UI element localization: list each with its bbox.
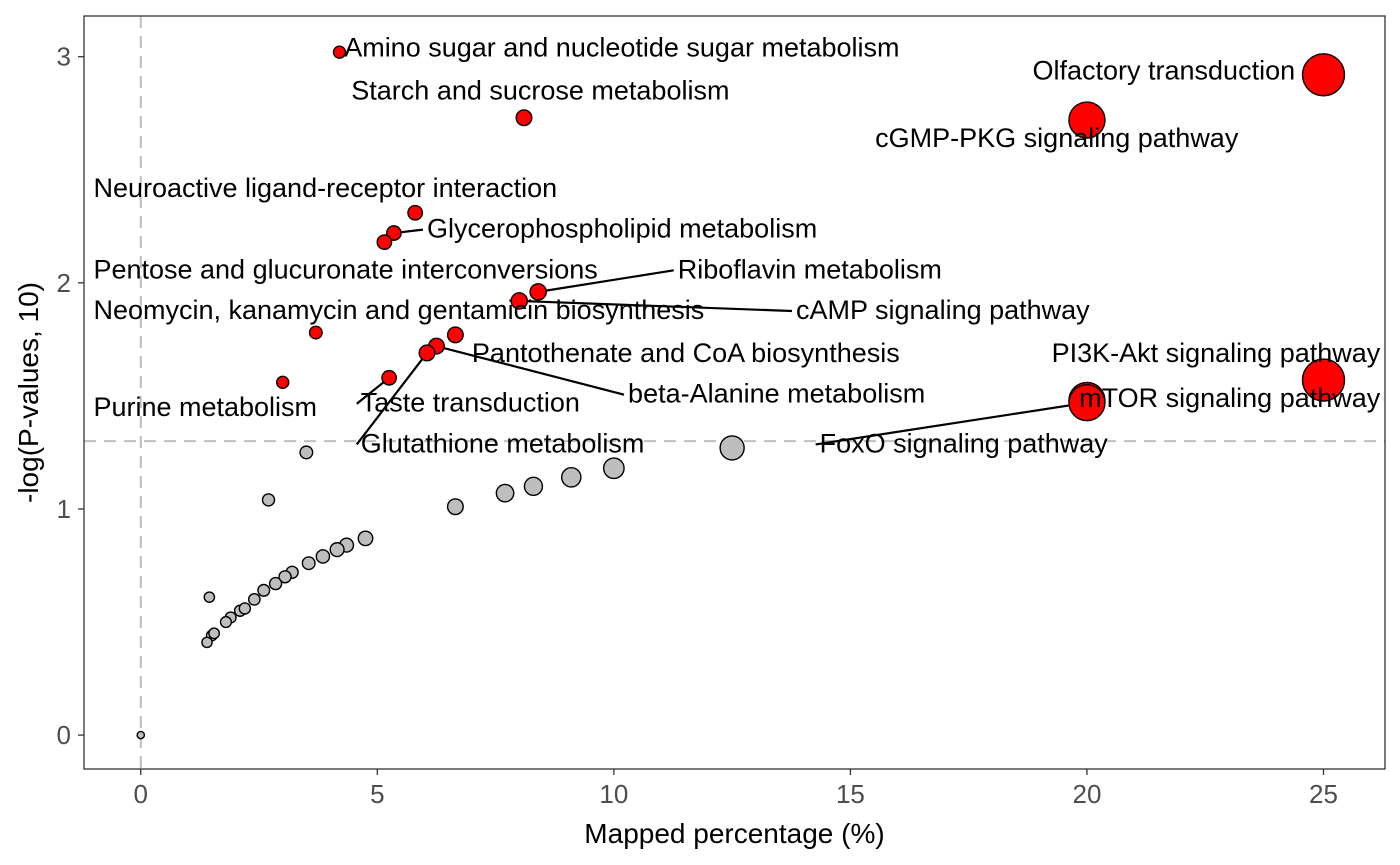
pathway-label: Taste transduction — [361, 388, 580, 418]
pathway-label: Pentose and glucuronate interconversions — [93, 254, 597, 284]
label-connector-line — [436, 345, 625, 396]
pathway-label: PI3K-Akt signaling pathway — [1052, 338, 1381, 368]
y-tick-label: 2 — [57, 268, 71, 298]
significant-point — [332, 45, 347, 59]
significant-point — [381, 369, 398, 386]
nonsignificant-point — [203, 591, 216, 603]
y-axis-title: -log(P-values, 10) — [13, 282, 44, 503]
nonsignificant-point — [495, 483, 515, 503]
nonsignificant-point — [238, 602, 252, 615]
plot-panel-border — [83, 15, 1386, 770]
label-connector-line — [355, 352, 428, 446]
pathway-label: Olfactory transduction — [1032, 55, 1295, 85]
nonsignificant-point — [719, 435, 745, 461]
nonsignificant-point — [299, 445, 314, 460]
pathway-label: Amino sugar and nucleotide sugar metabol… — [344, 33, 899, 63]
pathway-label: Glycerophospholipid metabolism — [427, 214, 817, 244]
significant-point — [1068, 383, 1106, 422]
significant-point — [446, 326, 464, 344]
pathway-label: Riboflavin metabolism — [678, 254, 942, 284]
nonsignificant-point — [261, 493, 276, 507]
x-tick-label: 0 — [134, 779, 148, 809]
nonsignificant-point — [602, 457, 625, 480]
pathway-label: Neomycin, kanamycin and gentamicin biosy… — [93, 295, 704, 325]
x-tick-label: 10 — [599, 779, 628, 809]
y-tick-label: 0 — [57, 720, 71, 750]
significant-point — [418, 344, 436, 362]
label-connectors — [355, 228, 1088, 446]
y-axis: 0 1 2 3 — [57, 42, 84, 750]
pathway-label: beta-Alanine metabolism — [628, 379, 925, 409]
nonsignificant-point — [257, 583, 271, 597]
x-tick-label: 15 — [836, 779, 865, 809]
x-tick-label: 25 — [1309, 779, 1338, 809]
nonsignificant-point — [278, 570, 292, 584]
nonsignificant-point — [329, 542, 345, 558]
pathway-label: FoxO signaling pathway — [820, 428, 1109, 458]
nonsignificant-point — [560, 466, 582, 488]
x-axis: 0 5 10 15 20 25 — [134, 769, 1338, 809]
data-points — [136, 45, 1346, 740]
x-tick-label: 5 — [370, 779, 384, 809]
y-tick-label: 1 — [57, 494, 71, 524]
label-connector-line — [537, 269, 674, 293]
nonsignificant-point — [446, 498, 464, 516]
pathway-label: Purine metabolism — [93, 392, 317, 422]
label-connector-line — [815, 401, 1088, 446]
x-tick-label: 20 — [1072, 779, 1101, 809]
nonsignificant-point — [268, 576, 283, 591]
significant-point — [529, 283, 547, 301]
pathway-label: Starch and sucrose metabolism — [351, 76, 729, 106]
nonsignificant-point — [219, 615, 233, 629]
pathway-label: cGMP-PKG signaling pathway — [875, 123, 1239, 153]
nonsignificant-point — [301, 556, 316, 571]
nonsignificant-point — [315, 549, 331, 564]
significant-point — [510, 292, 529, 310]
nonsignificant-point — [247, 593, 261, 606]
pathway-label: mTOR signaling pathway — [1079, 383, 1381, 413]
significant-point — [376, 234, 393, 251]
pathway-label: Neuroactive ligand-receptor interaction — [93, 173, 557, 203]
nonsignificant-point — [201, 636, 213, 649]
significant-point — [1301, 53, 1346, 97]
significant-point — [308, 325, 323, 340]
nonsignificant-point — [357, 530, 374, 547]
pathway-label: Pantothenate and CoA biosynthesis — [472, 338, 900, 368]
pathway-label: cAMP signaling pathway — [796, 295, 1090, 325]
significant-point — [275, 375, 290, 390]
significant-point — [1301, 358, 1346, 402]
y-tick-label: 3 — [57, 42, 71, 72]
nonsignificant-point — [208, 627, 221, 640]
nonsignificant-point — [136, 730, 146, 740]
x-axis-title: Mapped percentage (%) — [584, 818, 884, 849]
nonsignificant-point — [523, 476, 544, 497]
significant-point — [515, 109, 533, 127]
pathway-label: Glutathione metabolism — [361, 428, 645, 458]
significant-point — [407, 204, 424, 221]
label-connector-line — [519, 299, 793, 313]
point-labels: Amino sugar and nucleotide sugar metabol… — [93, 33, 1380, 459]
significant-point — [385, 225, 402, 241]
significant-point — [1068, 101, 1106, 139]
